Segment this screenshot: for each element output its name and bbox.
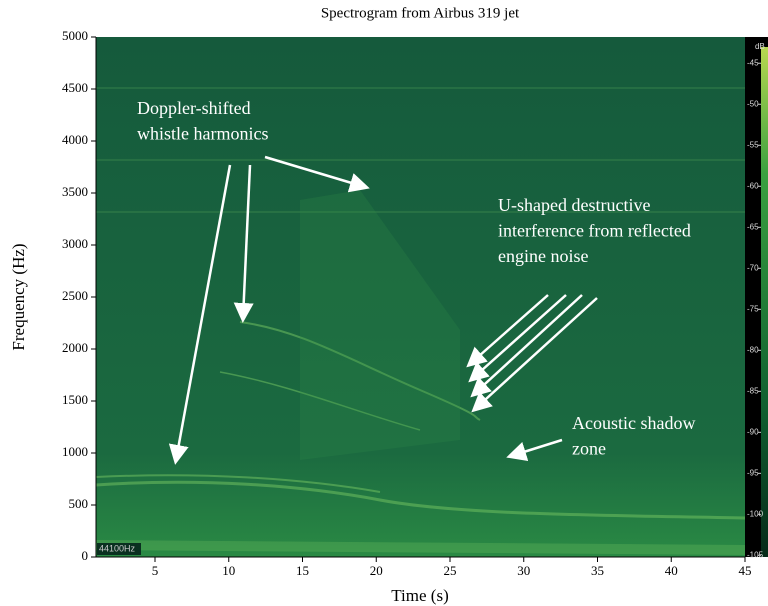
y-tick-label: 4500 (62, 80, 88, 95)
spectrogram-features (95, 87, 746, 555)
x-tick-label: 5 (152, 563, 159, 578)
annotation: interference from reflected (498, 221, 691, 241)
colorbar-tick-label: -70 (747, 263, 759, 272)
chart-title: Spectrogram from Airbus 319 jet (321, 5, 520, 21)
colorbar-tick-label: -60 (747, 181, 759, 190)
x-tick-label: 35 (591, 563, 604, 578)
colorbar-label: dB (755, 42, 765, 51)
colorbar (761, 47, 768, 557)
annotation: engine noise (498, 246, 588, 266)
colorbar-tick-label: -65 (747, 222, 759, 231)
y-tick-label: 0 (82, 548, 89, 563)
colorbar-tick-label: -85 (747, 386, 759, 395)
colorbar-tick-label: -45 (747, 58, 759, 67)
colorbar-tick-label: -80 (747, 345, 759, 354)
colorbar-tick-label: -90 (747, 427, 759, 436)
spectrogram-background (96, 37, 745, 557)
annotation: whistle harmonics (137, 124, 268, 144)
x-tick-label: 25 (444, 563, 457, 578)
colorbar-tick-label: -75 (747, 304, 759, 313)
y-axis-label: Frequency (Hz) (9, 243, 28, 350)
y-tick-label: 3500 (62, 184, 88, 199)
sample-rate-label: 44100Hz (99, 543, 136, 553)
x-tick-label: 40 (665, 563, 678, 578)
sample-rate-box (97, 543, 141, 555)
y-tick-label: 500 (69, 496, 89, 511)
x-tick-label: 45 (739, 563, 752, 578)
x-tick-label: 10 (222, 563, 235, 578)
x-tick-label: 30 (517, 563, 530, 578)
annotation-arrows (168, 155, 598, 465)
y-tick-label: 3000 (62, 236, 88, 251)
x-tick-label: 20 (370, 563, 383, 578)
x-tick-label: 15 (296, 563, 309, 578)
colorbar-tick-label: -55 (747, 140, 759, 149)
annotation: zone (572, 439, 606, 459)
colorbar-tick-label: -105 (747, 550, 764, 559)
y-tick-label: 1000 (62, 444, 88, 459)
annotation: U-shaped destructive (498, 195, 650, 215)
y-tick-label: 1500 (62, 392, 88, 407)
colorbar-tick-label: -100 (747, 509, 764, 518)
colorbar-tick-label: -50 (747, 99, 759, 108)
annotation: Acoustic shadow (572, 413, 695, 433)
y-tick-label: 5000 (62, 28, 88, 43)
x-axis-label: Time (s) (391, 586, 448, 605)
y-tick-label: 2500 (62, 288, 88, 303)
y-tick-label: 2000 (62, 340, 88, 355)
y-tick-label: 4000 (62, 132, 88, 147)
colorbar-tick-label: -95 (747, 468, 759, 477)
annotation: Doppler-shifted (137, 98, 251, 118)
